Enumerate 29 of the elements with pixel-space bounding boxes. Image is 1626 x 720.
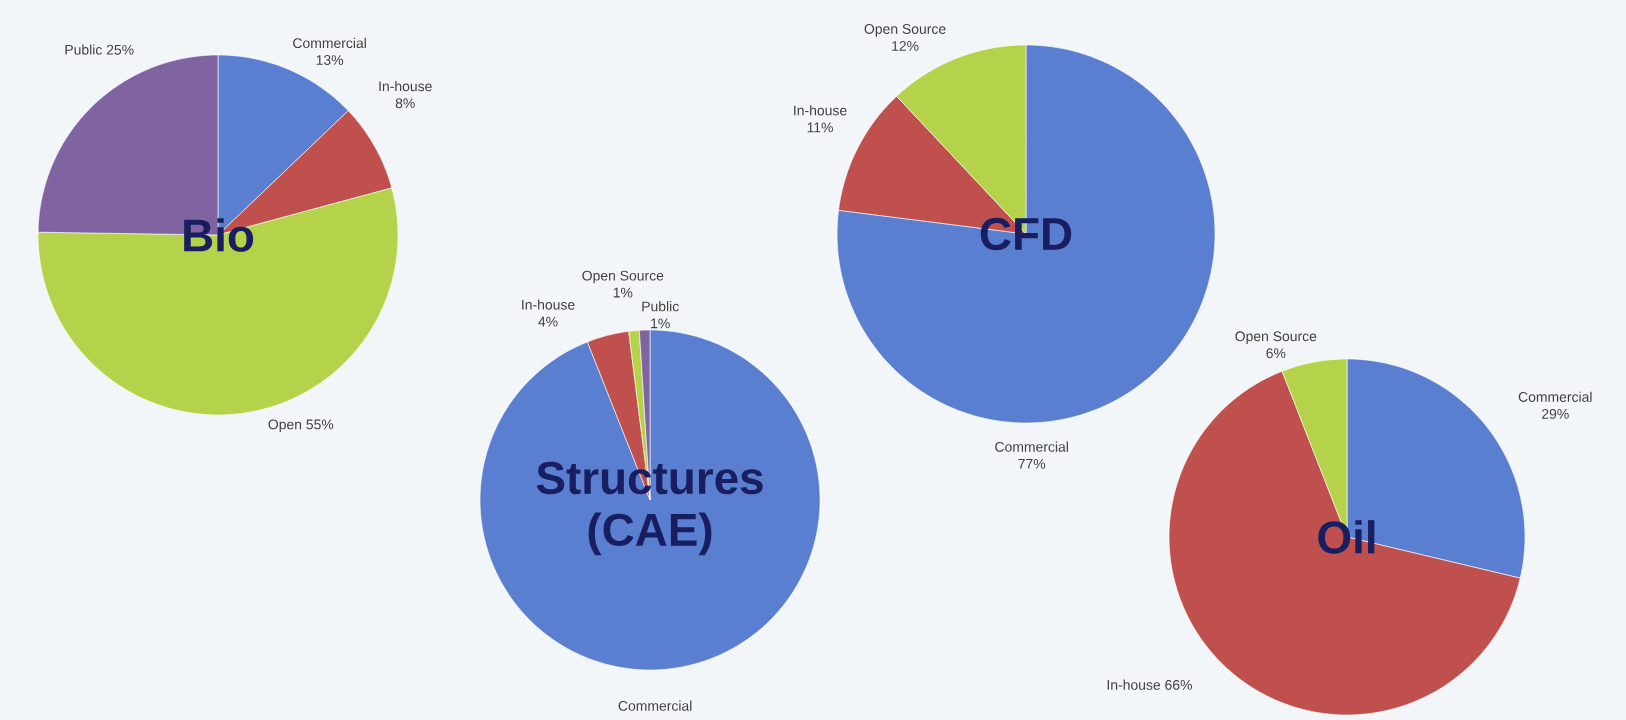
text: CFD xyxy=(980,217,1072,251)
data-label: 4% xyxy=(538,316,558,327)
slice-label: Open Source xyxy=(864,24,946,37)
slice-label: Open xyxy=(268,419,302,433)
data-label: 13% xyxy=(316,55,344,65)
slice-label: In-house xyxy=(522,299,575,310)
data-label: 77% xyxy=(1018,458,1046,469)
slice-label: In-house xyxy=(379,80,432,92)
slice-label: Commercial xyxy=(995,441,1068,452)
slice-label: Commercial xyxy=(293,37,366,49)
data-label: 12% xyxy=(892,40,919,51)
data-label: 66% xyxy=(1165,679,1192,690)
data-label: 1% xyxy=(651,318,670,329)
data-label: 29% xyxy=(1542,408,1569,419)
data-label: 8% xyxy=(395,98,415,109)
data-label: 1% xyxy=(613,287,633,298)
slice-label: In-house xyxy=(794,105,847,116)
slice-label: Open Source xyxy=(1235,331,1317,344)
slice-label: Commercial xyxy=(1518,391,1592,402)
text: Oil xyxy=(1318,520,1375,554)
slice-label: Commercial xyxy=(618,700,692,711)
slice-label: In-house xyxy=(1107,679,1161,690)
data-label: 55% xyxy=(306,419,334,430)
slice-label: Public xyxy=(642,301,679,312)
slice-label: Open Source xyxy=(582,270,664,284)
slice-label: Public xyxy=(65,44,102,55)
data-label: 25% xyxy=(106,44,134,55)
data-label: 6% xyxy=(1266,348,1286,359)
data-label: 11% xyxy=(807,122,833,133)
